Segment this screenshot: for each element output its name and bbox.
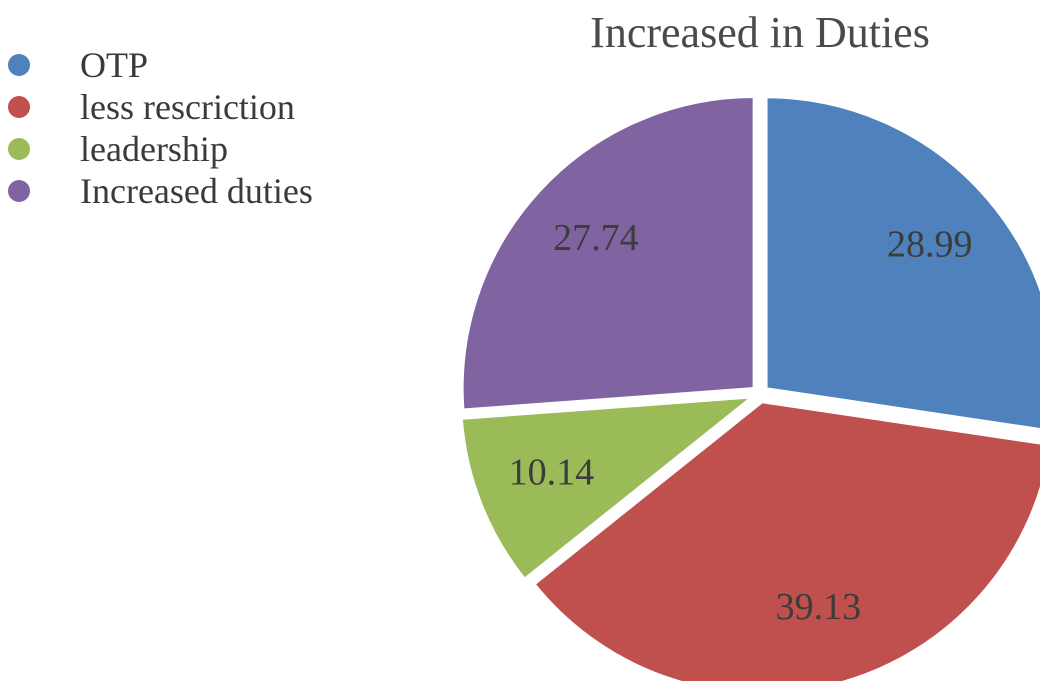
legend: OTP less rescriction leadership Increase… [8, 44, 368, 212]
legend-item-increased-duties: Increased duties [8, 170, 368, 212]
pie-slice-less-rescriction [531, 400, 1040, 681]
legend-swatch-less-rescriction [8, 96, 30, 118]
legend-label-otp: OTP [80, 45, 149, 85]
legend-label-less-rescriction: less rescriction [80, 87, 295, 127]
legend-swatch-otp [8, 54, 30, 76]
legend-item-otp: OTP [8, 44, 368, 86]
legend-label-leadership: leadership [80, 129, 228, 169]
pie-labels: 28.99 39.13 10.14 27.74 [509, 217, 973, 628]
data-label-less-rescriction: 39.13 [776, 586, 862, 628]
legend-swatch-leadership [8, 138, 30, 160]
pie-slice-otp [764, 95, 1040, 432]
legend-item-leadership: leadership [8, 128, 368, 170]
chart-title: Increased in Duties [590, 8, 930, 57]
pie-slice-increased-duties [460, 95, 756, 412]
pie-slice-leadership [459, 395, 758, 582]
legend-item-less-rescriction: less rescriction [8, 86, 368, 128]
pie-slices [459, 95, 1040, 681]
data-label-increased-duties: 27.74 [553, 217, 639, 259]
data-label-leadership: 10.14 [509, 452, 595, 494]
data-label-otp: 28.99 [887, 223, 973, 265]
legend-label-increased-duties: Increased duties [80, 171, 313, 211]
legend-swatch-increased-duties [8, 180, 30, 202]
